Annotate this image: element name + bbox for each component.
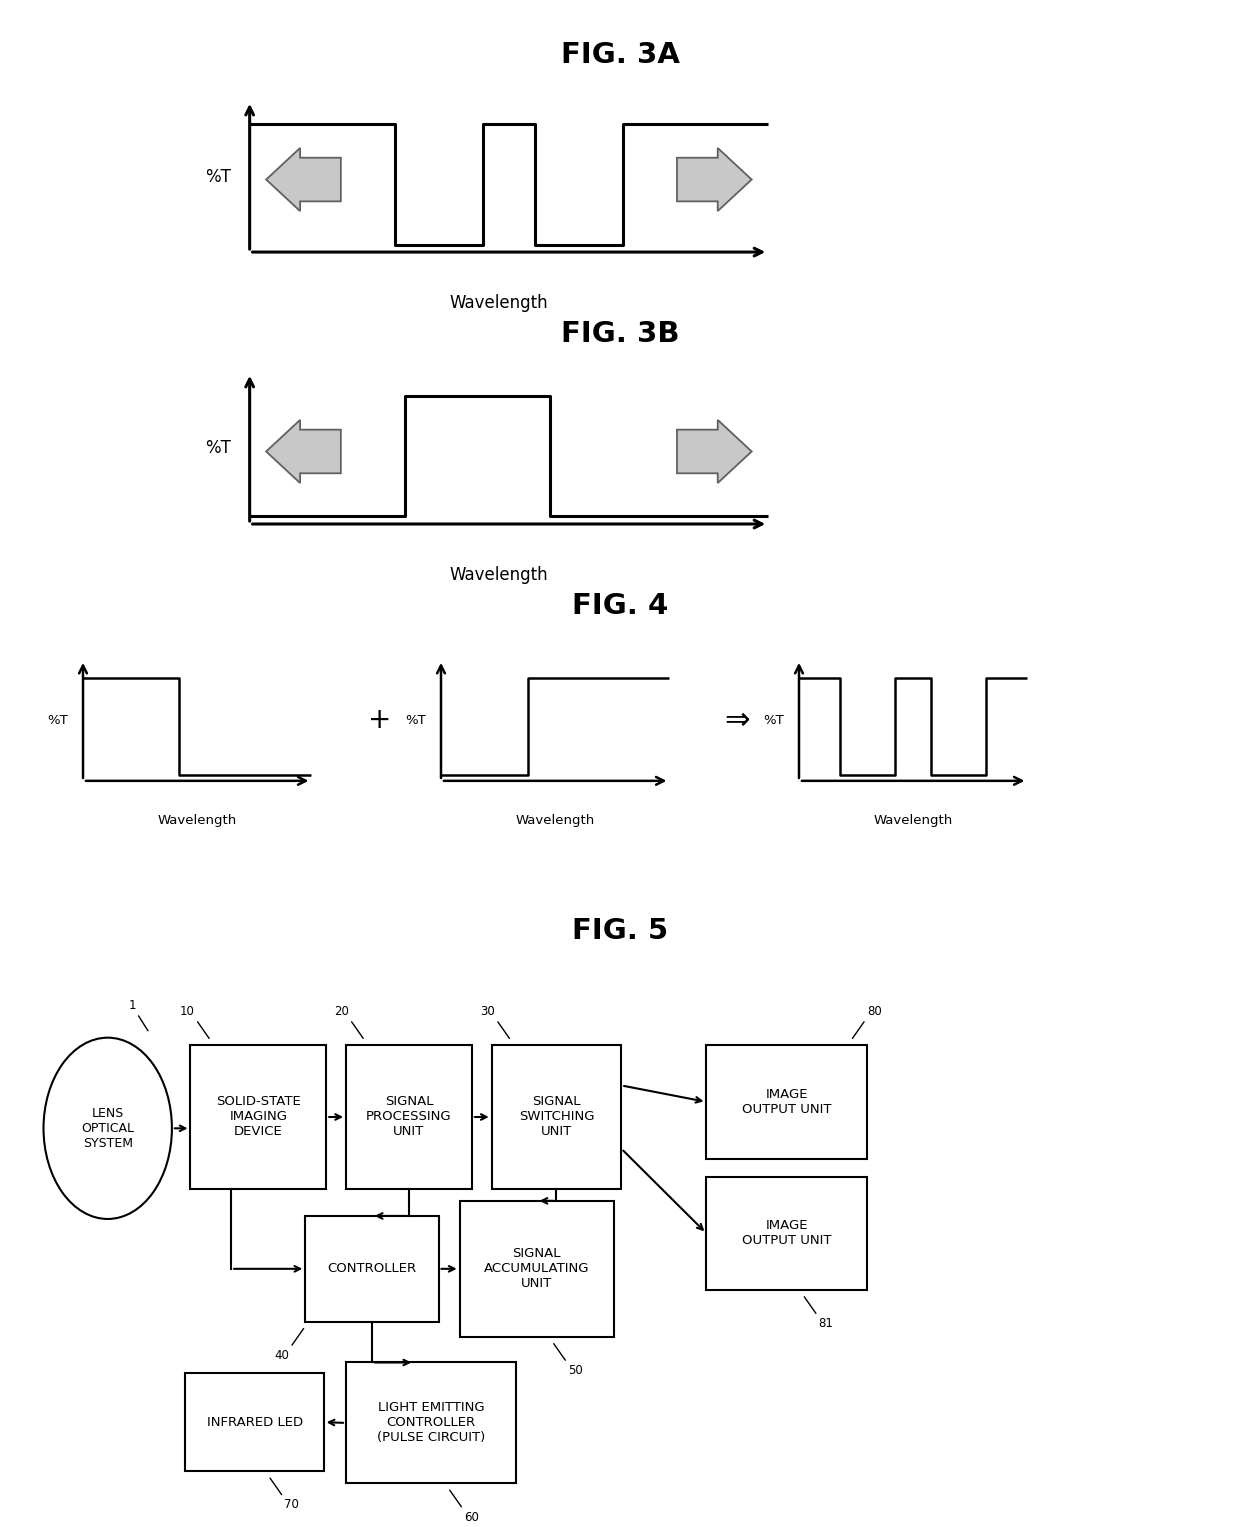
FancyBboxPatch shape xyxy=(186,1373,324,1472)
Text: 70: 70 xyxy=(284,1498,299,1512)
Polygon shape xyxy=(677,148,751,211)
Text: Wavelength: Wavelength xyxy=(873,814,952,828)
Text: %T: %T xyxy=(47,715,68,727)
Polygon shape xyxy=(677,420,751,483)
Text: Wavelength: Wavelength xyxy=(449,295,548,313)
Text: FIG. 4: FIG. 4 xyxy=(572,592,668,620)
Text: SIGNAL
SWITCHING
UNIT: SIGNAL SWITCHING UNIT xyxy=(518,1095,594,1139)
Text: FIG. 3B: FIG. 3B xyxy=(560,321,680,348)
Text: IMAGE
OUTPUT UNIT: IMAGE OUTPUT UNIT xyxy=(742,1087,831,1116)
Text: %T: %T xyxy=(764,715,784,727)
Text: SOLID-STATE
IMAGING
DEVICE: SOLID-STATE IMAGING DEVICE xyxy=(216,1095,300,1139)
Text: 81: 81 xyxy=(818,1318,833,1330)
FancyBboxPatch shape xyxy=(305,1215,439,1322)
Text: LIGHT EMITTING
CONTROLLER
(PULSE CIRCUIT): LIGHT EMITTING CONTROLLER (PULSE CIRCUIT… xyxy=(377,1402,485,1445)
Ellipse shape xyxy=(43,1038,172,1219)
FancyBboxPatch shape xyxy=(346,1362,516,1483)
FancyBboxPatch shape xyxy=(191,1044,326,1188)
Text: 30: 30 xyxy=(480,1005,495,1019)
Text: 10: 10 xyxy=(180,1005,195,1019)
Text: Wavelength: Wavelength xyxy=(157,814,237,828)
Text: Wavelength: Wavelength xyxy=(516,814,595,828)
Text: 50: 50 xyxy=(568,1364,583,1377)
Text: INFRARED LED: INFRARED LED xyxy=(207,1416,303,1429)
FancyBboxPatch shape xyxy=(707,1177,867,1290)
Text: 1: 1 xyxy=(129,999,136,1012)
Text: IMAGE
OUTPUT UNIT: IMAGE OUTPUT UNIT xyxy=(742,1220,831,1248)
Text: %T: %T xyxy=(206,168,231,185)
FancyBboxPatch shape xyxy=(491,1044,621,1188)
Polygon shape xyxy=(267,420,341,483)
FancyBboxPatch shape xyxy=(707,1044,867,1159)
Text: +: + xyxy=(367,707,391,734)
Text: %T: %T xyxy=(405,715,427,727)
Polygon shape xyxy=(267,148,341,211)
Text: 60: 60 xyxy=(464,1510,479,1524)
Text: SIGNAL
PROCESSING
UNIT: SIGNAL PROCESSING UNIT xyxy=(366,1095,451,1139)
Text: ⇒: ⇒ xyxy=(724,705,750,734)
FancyBboxPatch shape xyxy=(460,1200,614,1336)
Text: Wavelength: Wavelength xyxy=(449,567,548,585)
Text: 20: 20 xyxy=(334,1005,348,1019)
Text: %T: %T xyxy=(206,440,231,458)
Text: CONTROLLER: CONTROLLER xyxy=(327,1263,417,1275)
Text: LENS
OPTICAL
SYSTEM: LENS OPTICAL SYSTEM xyxy=(81,1107,134,1150)
Text: FIG. 5: FIG. 5 xyxy=(572,916,668,945)
FancyBboxPatch shape xyxy=(346,1044,472,1188)
Text: FIG. 3A: FIG. 3A xyxy=(560,41,680,69)
Text: 40: 40 xyxy=(274,1348,289,1362)
Text: 80: 80 xyxy=(867,1005,882,1019)
Text: SIGNAL
ACCUMULATING
UNIT: SIGNAL ACCUMULATING UNIT xyxy=(484,1248,589,1290)
